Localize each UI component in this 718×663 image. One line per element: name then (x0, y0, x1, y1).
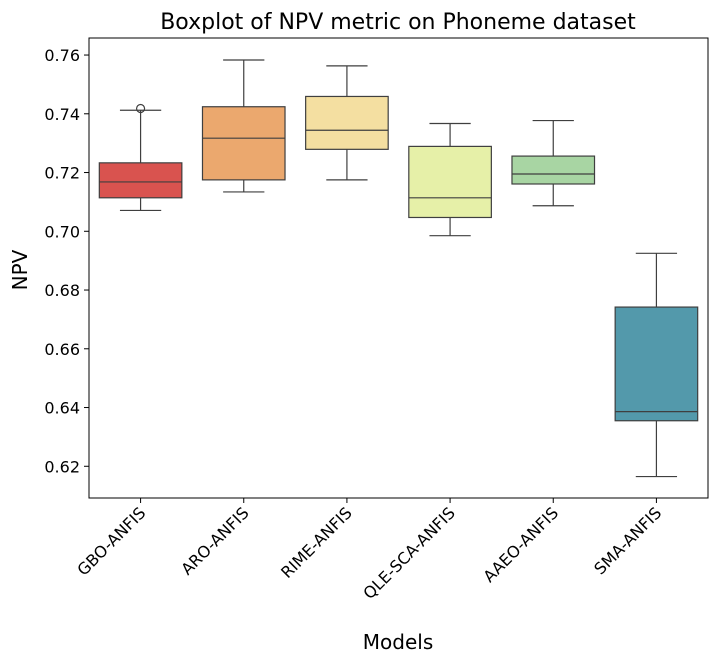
x-tick-label: QLE-SCA-ANFIS (359, 503, 459, 603)
y-tick-label: 0.68 (44, 281, 80, 300)
y-tick-label: 0.64 (44, 399, 80, 418)
box-aro-anfis (201, 106, 286, 181)
box-rime-anfis (305, 95, 389, 150)
plot-frame (88, 37, 709, 499)
y-tick-label: 0.74 (44, 105, 80, 124)
box-gbo-anfis (98, 162, 183, 199)
box-aaeo-anfis (511, 155, 596, 185)
y-tick-label: 0.76 (44, 46, 80, 65)
box-sma-anfis (614, 306, 699, 422)
y-tick-label: 0.62 (44, 457, 80, 476)
x-axis-label: Models (363, 630, 433, 654)
x-tick-label: SMA-ANFIS (590, 503, 665, 578)
chart-title: Boxplot of NPV metric on Phoneme dataset (160, 10, 636, 35)
y-axis-label: NPV (8, 249, 32, 290)
x-tick-label: ARO-ANFIS (177, 503, 252, 578)
y-tick-label: 0.72 (44, 164, 80, 183)
x-tick-label: AAEO-ANFIS (479, 503, 562, 586)
x-tick-label: GBO-ANFIS (73, 503, 149, 579)
outlier-point (135, 103, 146, 114)
x-tick-label: RIME-ANFIS (277, 503, 356, 582)
y-tick-label: 0.66 (44, 340, 80, 359)
plot-area: 0.62 0.64 0.66 0.68 0.70 0.72 0.74 0.76 GBO-ANFI… (44, 37, 709, 603)
box-qle-sca-anfis (408, 145, 492, 219)
y-tick-label: 0.70 (44, 222, 80, 241)
